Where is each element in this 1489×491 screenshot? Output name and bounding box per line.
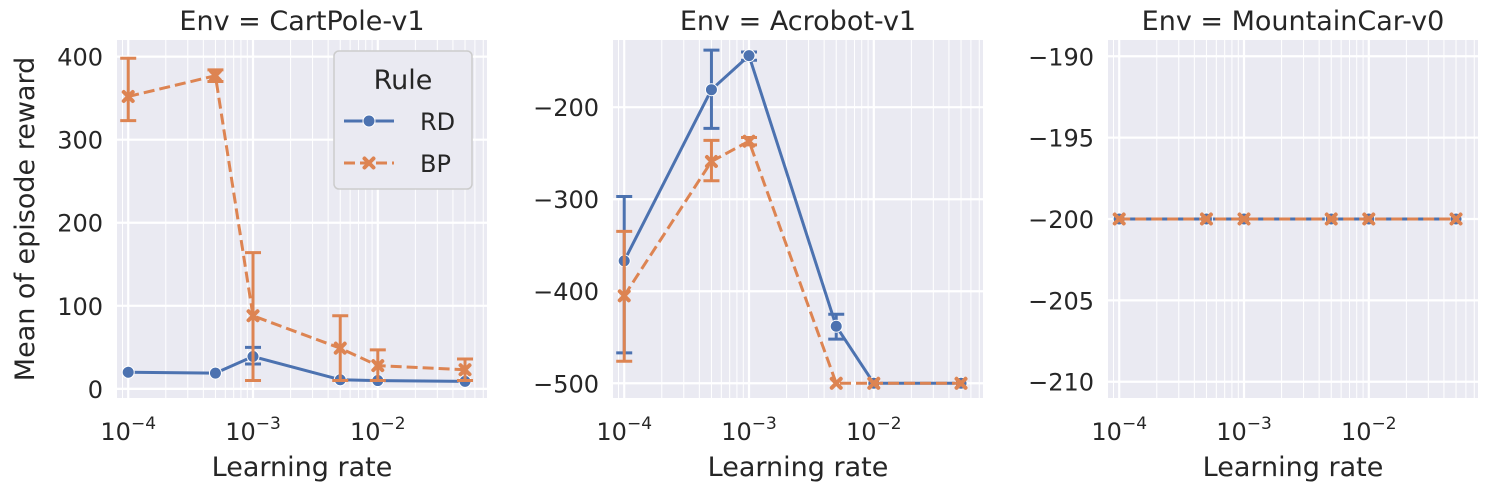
chart-panel-2: −200 −300 −400 −500 10−4 10−3 10−2 Env = Acrobo… [533, 6, 983, 483]
y-axis-label: Mean of episode reward [10, 57, 41, 381]
y-tick-label: 100 [57, 293, 103, 321]
series-bp [120, 56, 474, 383]
x-tick-label: 10−4 [100, 414, 156, 446]
y-tick-label: −200 [1028, 206, 1094, 234]
legend-entry-bp: BP [344, 150, 451, 178]
data-point [1112, 212, 1126, 226]
data-point [208, 69, 222, 83]
legend-frame [333, 50, 473, 190]
data-point [208, 366, 222, 380]
y-tick-label: −190 [1028, 43, 1094, 71]
legend-label: RD [420, 108, 455, 136]
error-bar [120, 56, 137, 123]
x-tick-label: 10−3 [721, 414, 777, 446]
x-tick-label: 10−4 [596, 414, 652, 446]
legend-marker [362, 114, 376, 128]
data-point [742, 49, 756, 63]
data-point [1199, 212, 1213, 226]
x-tick-label: 10−3 [225, 414, 281, 446]
y-tick-label: −200 [533, 94, 599, 122]
series-line [622, 139, 961, 385]
data-point [829, 319, 843, 333]
x-axis-label: Learning rate [212, 452, 393, 483]
y-tick-label: −195 [1028, 125, 1094, 153]
data-point [867, 376, 881, 390]
legend-entry-rd: RD [344, 108, 455, 136]
x-tick-label: 10−4 [1091, 414, 1147, 446]
data-point [954, 376, 968, 390]
legend-label: BP [420, 150, 451, 178]
chart-panel-3: −190 −195 −200 −205 −210 10−4 10−3 10−2 Env = Mo… [1028, 6, 1478, 483]
series-line [127, 74, 466, 372]
data-point [742, 134, 756, 148]
series-bp [616, 134, 968, 390]
plot-background [613, 40, 983, 398]
y-tick-label: 400 [57, 44, 103, 72]
data-point [1324, 212, 1338, 226]
legend: Rule RD BP [333, 50, 473, 190]
data-point [371, 359, 385, 373]
data-point [246, 309, 260, 323]
data-point [617, 289, 631, 303]
y-tick-label: −205 [1028, 287, 1094, 315]
x-tick-label: 10−2 [350, 414, 406, 446]
chart-title: Env = Acrobot-v1 [680, 6, 916, 37]
data-point [829, 376, 843, 390]
y-tick-label: −210 [1028, 369, 1094, 397]
data-point [121, 89, 135, 103]
data-point [1449, 212, 1463, 226]
x-tick-label: 10−2 [846, 414, 902, 446]
x-tick-label: 10−3 [1216, 414, 1272, 446]
y-tick-label: 200 [57, 210, 103, 238]
series-bp [1112, 212, 1463, 226]
x-axis-label: Learning rate [708, 452, 889, 483]
x-tick-label: 10−2 [1341, 414, 1397, 446]
y-tick-label: −500 [533, 370, 599, 398]
series-line [128, 355, 466, 383]
y-tick-label: 0 [88, 376, 103, 404]
data-point [1237, 212, 1251, 226]
y-tick-label: 300 [57, 127, 103, 155]
data-point [333, 341, 347, 355]
chart-title: Env = CartPole-v1 [179, 6, 424, 37]
data-point [704, 154, 718, 168]
chart-panel-1: 0 100 200 300 400 10−4 10−3 10−2 Env = CartPole-… [10, 6, 487, 483]
data-point [704, 83, 718, 97]
data-point [1362, 212, 1376, 226]
y-tick-label: −400 [533, 278, 599, 306]
legend-title: Rule [374, 65, 433, 96]
legend-marker [362, 156, 376, 170]
chart-title: Env = MountainCar-v0 [1142, 6, 1445, 37]
data-point [458, 363, 472, 377]
x-axis-label: Learning rate [1203, 452, 1384, 483]
data-point [121, 365, 135, 379]
y-tick-label: −300 [533, 186, 599, 214]
